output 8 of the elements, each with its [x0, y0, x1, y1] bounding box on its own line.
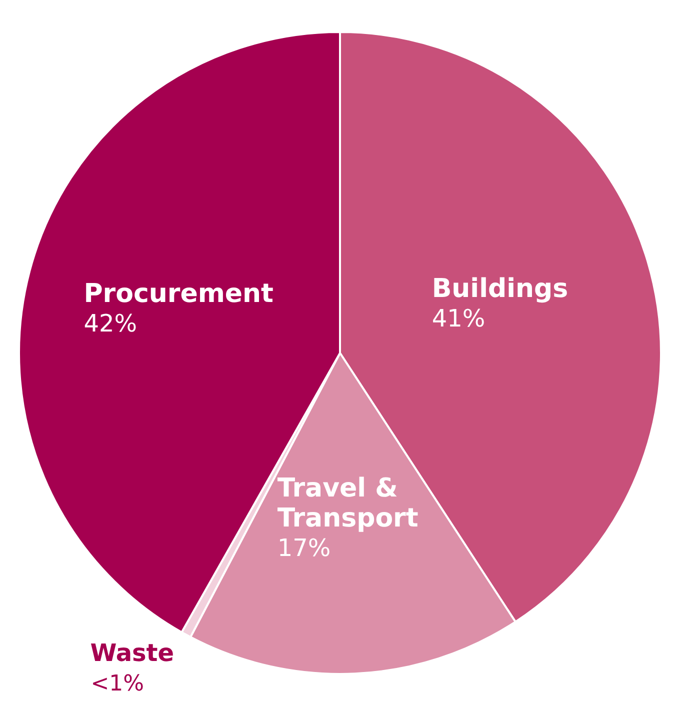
data-label: 42% — [84, 310, 138, 338]
data-label: 41% — [432, 304, 486, 333]
data-label: <1% — [90, 671, 144, 696]
data-label: 17% — [277, 534, 331, 562]
slice-label: Travel & Transport — [277, 473, 418, 534]
slice-label: Buildings — [432, 274, 568, 304]
slice-label: Procurement — [84, 279, 274, 310]
slice-label: Waste — [90, 638, 174, 667]
